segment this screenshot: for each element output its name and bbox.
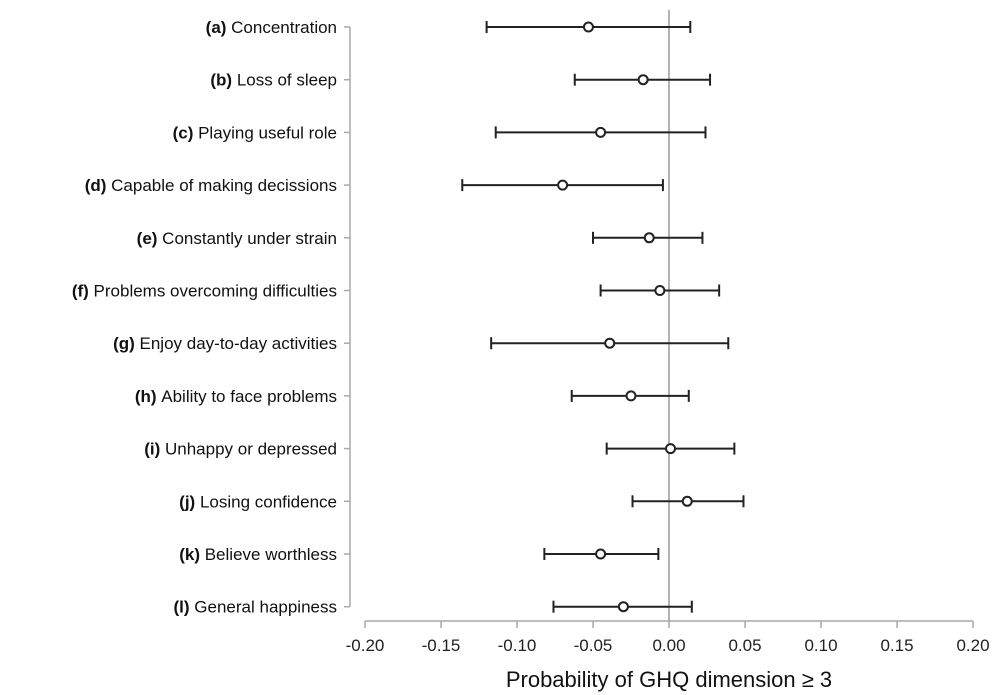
category-label: (b) Loss of sleep <box>210 71 337 90</box>
ci-layer <box>461 21 745 613</box>
category-text: Believe worthless <box>205 545 337 564</box>
category-letter: (a) <box>206 18 232 37</box>
category-text: Unhappy or depressed <box>165 440 337 459</box>
category-letter: (i) <box>144 440 165 459</box>
category-label: (i) Unhappy or depressed <box>144 440 337 459</box>
category-label: (g) Enjoy day-to-day activities <box>113 334 337 353</box>
point-estimate <box>582 21 594 33</box>
point-estimate <box>557 179 569 191</box>
category-text: Capable of making decissions <box>111 176 337 195</box>
axes-layer: -0.20 -0.15 -0.10 -0.05 0.00 0.05 0.10 0.15 0.20 <box>344 10 990 655</box>
x-tick-label: -0.15 <box>422 636 461 655</box>
category-label: (e) Constantly under strain <box>137 229 337 248</box>
point-estimate <box>643 232 655 244</box>
category-text: Concentration <box>231 18 337 37</box>
category-label: (a) Concentration <box>206 18 337 37</box>
x-tick-label: -0.05 <box>574 636 613 655</box>
point-estimate <box>595 548 607 560</box>
x-tick-label: 0.00 <box>652 636 685 655</box>
x-tick-label: 0.15 <box>880 636 913 655</box>
x-axis-title: Probability of GHQ dimension ≥ 3 <box>506 667 832 692</box>
category-letter: (f) <box>72 282 94 301</box>
category-letter: (d) <box>85 176 111 195</box>
category-text: Loss of sleep <box>237 71 337 90</box>
x-tick-label: -0.10 <box>498 636 537 655</box>
category-letter: (e) <box>137 229 163 248</box>
point-estimate <box>617 601 629 613</box>
category-text: Constantly under strain <box>162 229 337 248</box>
category-label: (l) General happiness <box>174 598 338 617</box>
category-letter: (c) <box>173 123 199 142</box>
category-text: General happiness <box>194 598 337 617</box>
category-text: Enjoy day-to-day activities <box>140 334 337 353</box>
category-text: Ability to face problems <box>161 387 337 406</box>
x-tick-label: 0.10 <box>804 636 837 655</box>
category-label: (k) Believe worthless <box>179 545 337 564</box>
category-letter: (j) <box>179 492 200 511</box>
x-tick-label: 0.20 <box>956 636 989 655</box>
category-label: (j) Losing confidence <box>179 492 337 511</box>
point-estimate <box>625 390 637 402</box>
category-text: Problems overcoming difficulties <box>94 282 337 301</box>
category-label: (h) Ability to face problems <box>135 387 337 406</box>
category-text: Losing confidence <box>200 492 337 511</box>
category-label: (f) Problems overcoming difficulties <box>72 282 337 301</box>
point-estimate <box>681 495 693 507</box>
point-estimate <box>654 285 666 296</box>
category-letter: (b) <box>210 71 236 90</box>
x-tick-label: 0.05 <box>728 636 761 655</box>
category-label: (d) Capable of making decissions <box>85 176 337 195</box>
point-estimate <box>637 74 649 86</box>
point-estimate <box>595 126 607 138</box>
labels-layer: (a) Concentration (b) Loss of sleep (c) Pl… <box>72 18 337 617</box>
point-estimate <box>665 443 677 455</box>
category-letter: (k) <box>179 545 205 564</box>
category-letter: (g) <box>113 334 139 353</box>
category-letter: (h) <box>135 387 161 406</box>
x-tick-label: -0.20 <box>346 636 385 655</box>
category-label: (c) Playing useful role <box>173 123 337 142</box>
category-letter: (l) <box>174 598 195 617</box>
point-estimate <box>604 337 616 349</box>
category-text: Playing useful role <box>198 123 337 142</box>
